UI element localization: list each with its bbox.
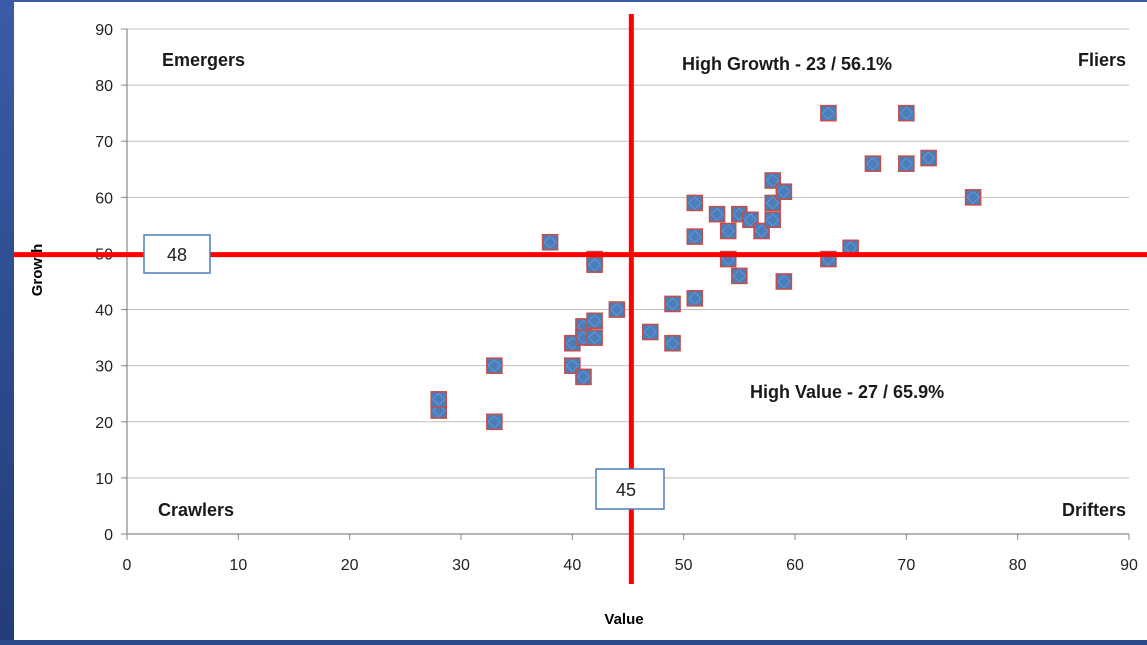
data-point-diamond bbox=[922, 151, 936, 165]
data-point bbox=[686, 194, 704, 212]
data-point bbox=[664, 295, 681, 313]
x-tick-label: 80 bbox=[1009, 557, 1027, 574]
data-point-diamond bbox=[487, 415, 501, 429]
high-growth-annotation: High Growth - 23 / 56.1% bbox=[682, 54, 892, 74]
quadrant-label-bottom-left: Crawlers bbox=[158, 500, 234, 520]
data-point bbox=[541, 233, 559, 251]
data-point bbox=[586, 312, 603, 330]
data-point-diamond bbox=[543, 235, 557, 249]
data-point bbox=[764, 211, 782, 229]
y-tick-label: 80 bbox=[95, 78, 113, 95]
y-tick-label: 10 bbox=[95, 471, 113, 488]
data-point bbox=[686, 290, 704, 307]
x-tick-labels: 0 10 20 30 40 50 60 70 80 90 bbox=[123, 557, 1138, 574]
data-point-diamond bbox=[588, 258, 602, 272]
data-point-diamond bbox=[899, 157, 913, 171]
value-threshold-value: 45 bbox=[616, 480, 636, 500]
value-threshold-box: 45 bbox=[595, 468, 665, 510]
data-point bbox=[486, 357, 503, 374]
data-point-diamond bbox=[588, 314, 602, 328]
data-point-diamond bbox=[966, 190, 980, 204]
quadrant-label-bottom-right: Drifters bbox=[1062, 500, 1126, 520]
y-tick-label: 40 bbox=[95, 303, 113, 320]
gridlines bbox=[121, 28, 1130, 540]
data-point bbox=[575, 368, 592, 386]
data-point bbox=[686, 228, 704, 245]
data-point-diamond bbox=[487, 359, 501, 373]
x-tick-label: 20 bbox=[341, 557, 359, 574]
data-points bbox=[430, 104, 982, 431]
data-point bbox=[486, 413, 503, 431]
growth-threshold-value: 48 bbox=[167, 245, 187, 265]
data-point bbox=[641, 323, 659, 341]
y-tick-label: 30 bbox=[95, 359, 113, 376]
data-point bbox=[719, 222, 737, 240]
data-point bbox=[608, 301, 626, 318]
data-point bbox=[842, 239, 859, 257]
y-tick-label: 60 bbox=[95, 190, 113, 207]
y-tick-label: 90 bbox=[95, 22, 113, 39]
data-point bbox=[898, 155, 915, 172]
data-point-diamond bbox=[576, 370, 591, 384]
y-axis-label: Growth bbox=[29, 244, 46, 297]
growth-threshold-box: 48 bbox=[143, 234, 211, 274]
data-point bbox=[864, 155, 882, 172]
x-tick-label: 0 bbox=[123, 557, 132, 574]
data-point bbox=[820, 104, 837, 122]
high-value-annotation: High Value - 27 / 65.9% bbox=[750, 382, 944, 402]
data-point-diamond bbox=[665, 297, 680, 311]
x-tick-label: 50 bbox=[675, 557, 693, 574]
data-point bbox=[775, 273, 793, 290]
value-threshold-box-frame bbox=[595, 468, 665, 510]
x-tick-label: 40 bbox=[563, 557, 581, 574]
x-axis-label: Value bbox=[604, 611, 643, 628]
data-point bbox=[731, 267, 748, 285]
growth-threshold-box-frame bbox=[143, 234, 211, 274]
quadrant-label-top-right: Fliers bbox=[1078, 50, 1126, 70]
data-point-diamond bbox=[821, 106, 835, 120]
y-tick-label: 20 bbox=[95, 415, 113, 432]
x-tick-label: 70 bbox=[897, 557, 915, 574]
x-tick-label: 10 bbox=[229, 557, 247, 574]
y-tick-label: 0 bbox=[104, 527, 113, 544]
data-point-diamond bbox=[777, 274, 791, 289]
x-tick-label: 90 bbox=[1120, 557, 1138, 574]
data-point-diamond bbox=[766, 213, 780, 227]
data-point-diamond bbox=[777, 185, 791, 199]
data-point-diamond bbox=[432, 392, 446, 406]
data-point-diamond bbox=[688, 291, 702, 305]
data-point-diamond bbox=[688, 196, 702, 210]
data-point bbox=[775, 183, 793, 201]
quadrant-label-top-left: Emergers bbox=[162, 50, 245, 70]
y-tick-label: 70 bbox=[95, 134, 113, 151]
data-point-diamond bbox=[866, 157, 880, 171]
data-point-diamond bbox=[732, 269, 746, 283]
x-tick-label: 60 bbox=[786, 557, 804, 574]
axes bbox=[126, 29, 1129, 535]
data-point-diamond bbox=[665, 336, 680, 350]
data-point-diamond bbox=[721, 224, 735, 238]
data-point bbox=[664, 334, 681, 352]
data-point bbox=[920, 149, 937, 167]
data-point-diamond bbox=[643, 325, 657, 339]
data-point-diamond bbox=[899, 106, 913, 120]
data-point-diamond bbox=[710, 207, 724, 221]
data-point bbox=[430, 391, 448, 408]
data-point bbox=[898, 104, 915, 122]
data-point bbox=[586, 329, 603, 346]
data-point bbox=[708, 205, 726, 223]
data-point-diamond bbox=[610, 302, 624, 317]
data-point bbox=[964, 189, 982, 206]
x-tick-label: 30 bbox=[452, 557, 470, 574]
data-point-diamond bbox=[588, 331, 602, 345]
data-point-diamond bbox=[688, 230, 702, 244]
data-point bbox=[586, 256, 603, 273]
